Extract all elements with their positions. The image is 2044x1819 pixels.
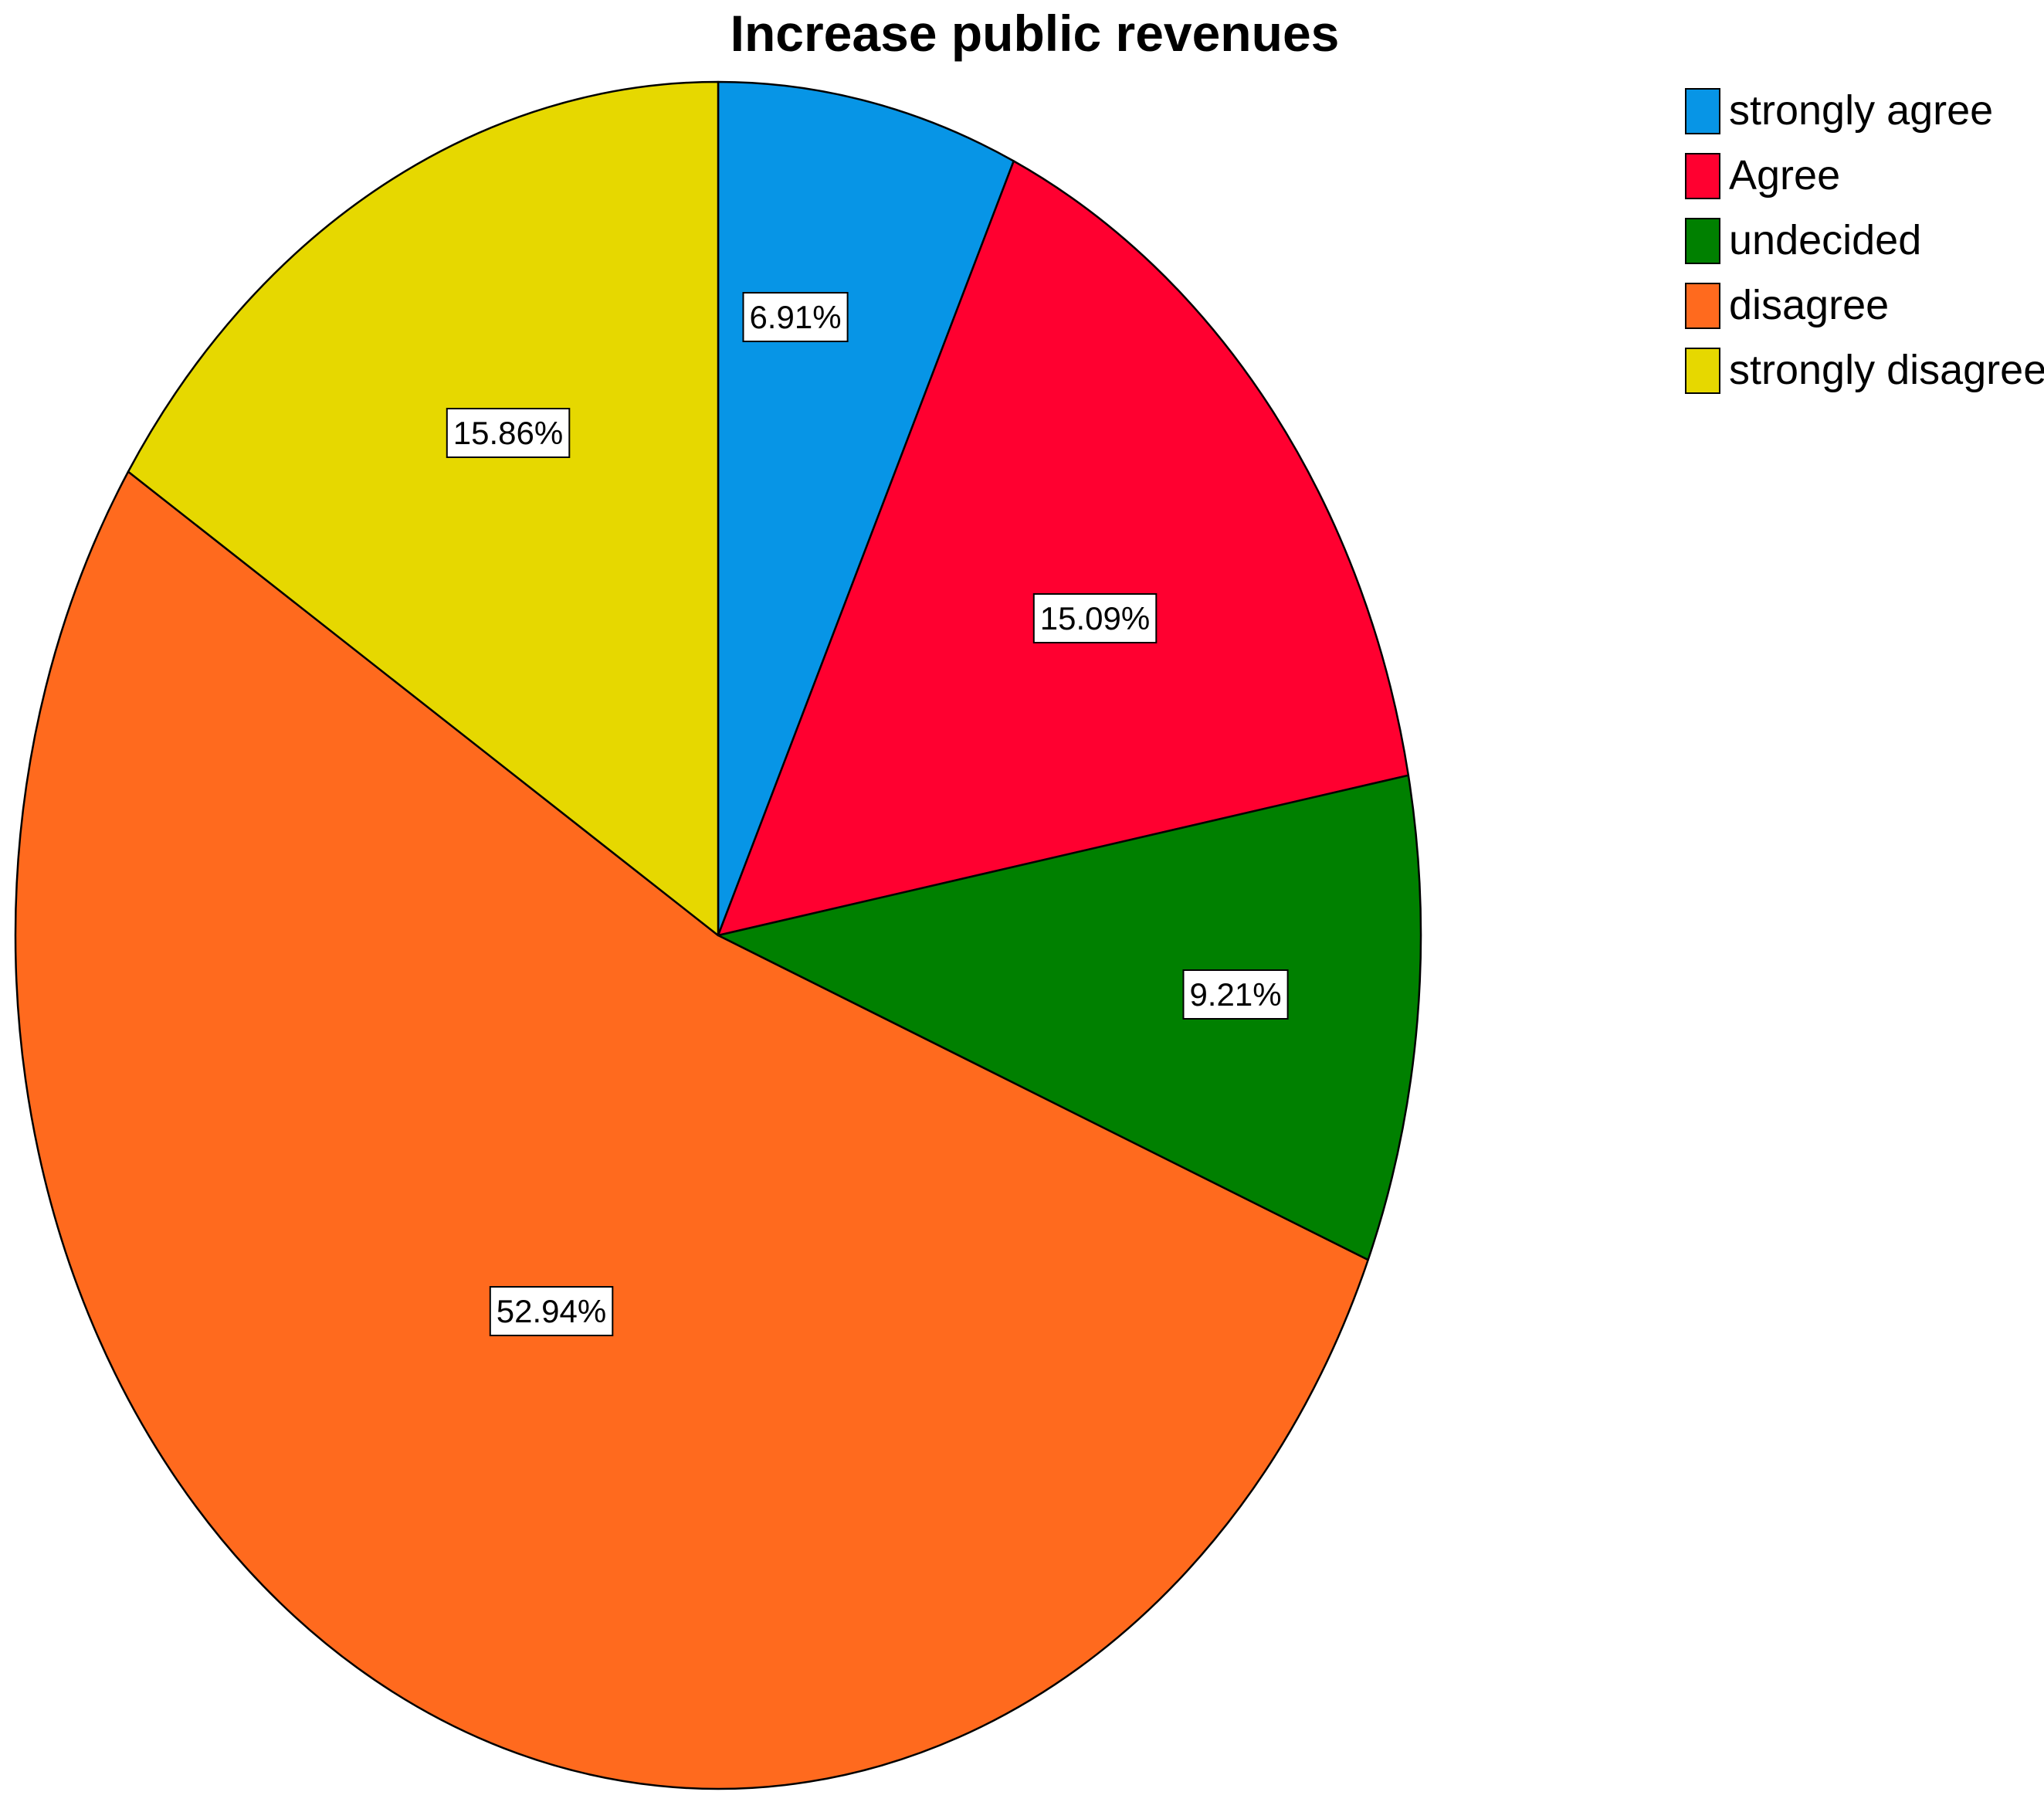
pie-slice-agree [717,160,1410,937]
data-label-box [489,1286,614,1336]
data-label-disagree: 52.94% [489,1286,614,1336]
legend-item-disagree: disagree [1685,282,1889,329]
data-label-text: 52.94% [497,1293,606,1329]
legend-item-undecided: undecided [1685,217,1921,264]
data-label-strongly-disagree: 15.86% [446,408,571,458]
chart-title: Increase public revenues [730,5,1340,62]
legend-swatch [1685,283,1720,329]
legend-label: strongly agree [1729,87,1993,134]
legend-item-agree: Agree [1685,152,1840,199]
legend-label: Agree [1729,152,1840,199]
data-label-text: 6.91% [749,299,841,335]
legend-swatch [1685,348,1720,394]
legend-swatch [1685,88,1720,134]
pie-slice-disagree [14,470,1369,1790]
data-labels: 6.91% 15.09% 9.21% 52.94% 15.86% [446,292,1289,1336]
data-label-box [1032,593,1158,643]
legend-label: disagree [1729,282,1889,328]
legend-swatch [1685,153,1720,199]
legend-item-strongly-disagree: strongly disagree [1685,347,2044,394]
pie-slice-strongly-disagree [127,80,720,937]
data-label-text: 9.21% [1189,976,1281,1013]
legend-swatch [1685,218,1720,264]
data-label-strongly-agree: 6.91% [742,292,849,342]
data-label-text: 15.09% [1040,600,1150,636]
pie-slices [14,80,1422,1790]
data-label-box [742,292,849,342]
data-label-box [446,408,571,458]
data-label-undecided: 9.21% [1182,969,1289,1020]
legend-label: undecided [1729,217,1921,263]
data-label-box [1182,969,1289,1020]
data-label-agree: 15.09% [1032,593,1158,643]
data-label-text: 15.86% [453,415,563,451]
pie-slice-undecided [717,774,1422,1261]
legend: strongly agree Agree undecided disagree stro… [1685,87,2044,394]
legend-label: strongly disagree [1729,347,2044,393]
legend-item-strongly-agree: strongly agree [1685,87,1993,134]
